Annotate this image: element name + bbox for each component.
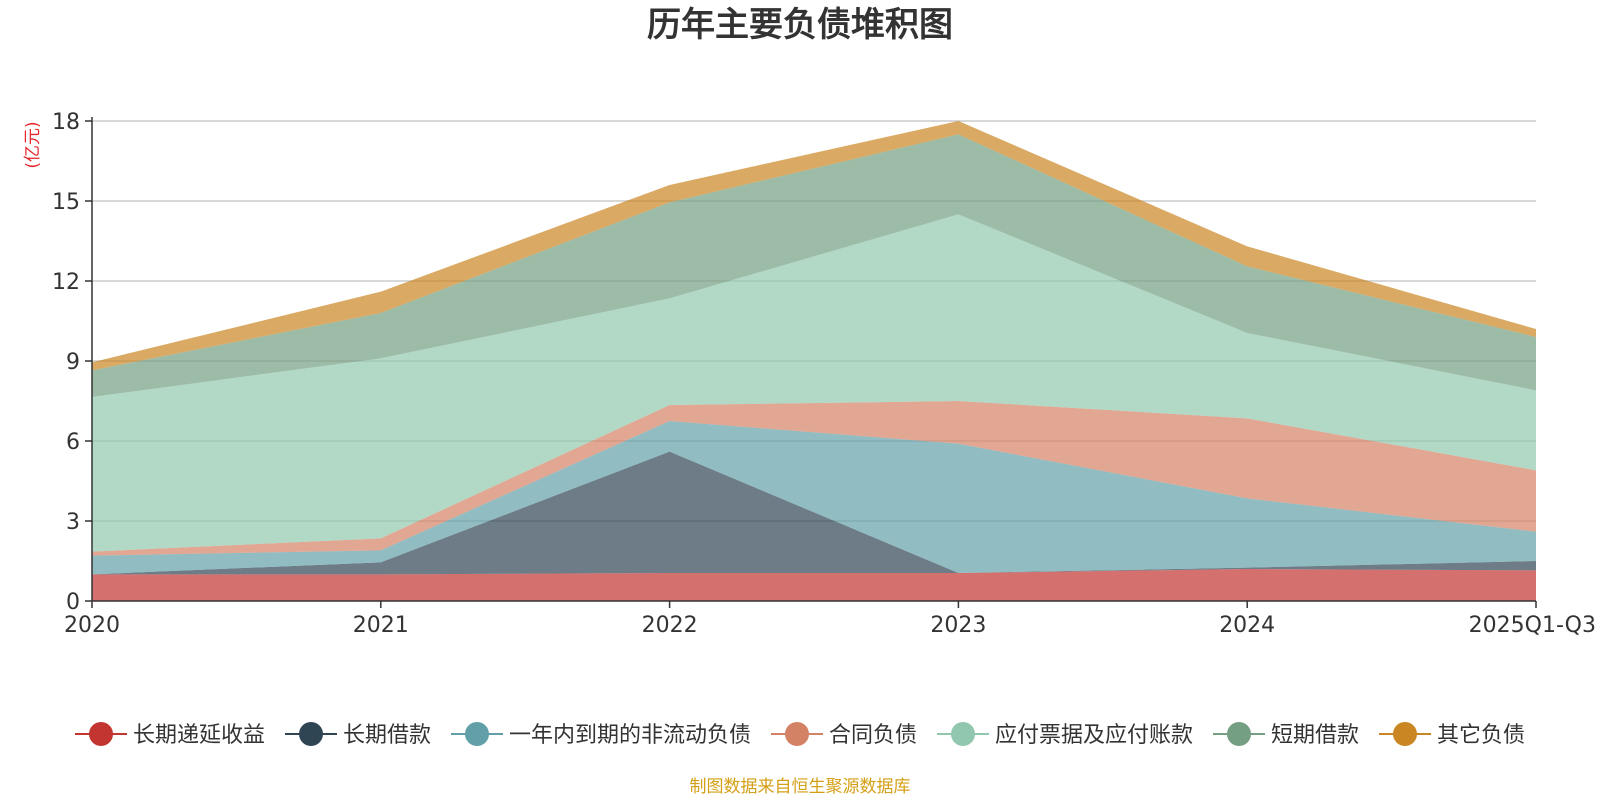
- x-tick-label: 2025Q1-Q3: [1469, 613, 1596, 638]
- x-tick-label: 2022: [642, 613, 698, 638]
- legend-label: 短期借款: [1271, 723, 1359, 748]
- area-series-2: [92, 451, 1536, 575]
- legend-circle-icon: [465, 722, 489, 746]
- y-tick-label: 6: [66, 430, 80, 455]
- legend-circle-icon: [785, 722, 809, 746]
- legend-circle-icon: [1393, 722, 1417, 746]
- legend-label: 应付票据及应付账款: [995, 723, 1193, 748]
- legend-circle-icon: [951, 722, 975, 746]
- legend-label: 合同负债: [829, 723, 917, 748]
- legend-item-6[interactable]: 短期借款: [1213, 722, 1359, 748]
- legend-item-4[interactable]: 合同负债: [771, 722, 917, 748]
- y-axis-unit-label: (亿元): [23, 121, 43, 168]
- legend-item-1[interactable]: 长期递延收益: [75, 722, 265, 748]
- area-series-4: [92, 401, 1536, 556]
- legend-circle-icon: [89, 722, 113, 746]
- legend-item-7[interactable]: 其它负债: [1379, 722, 1525, 748]
- area-series-1: [92, 569, 1536, 601]
- area-series-6: [92, 134, 1536, 398]
- x-tick-label: 2023: [930, 613, 986, 638]
- area-series-5: [92, 214, 1536, 552]
- axes: 0 3 6 9 12 15 18 2020 2021 2022 2023 2024 2025Q1-Q3: [52, 110, 1596, 638]
- area-series-layer: [92, 121, 1536, 601]
- legend-item-5[interactable]: 应付票据及应付账款: [937, 722, 1193, 748]
- legend-label: 长期递延收益: [133, 723, 265, 748]
- chart-title: 历年主要负债堆积图: [647, 5, 953, 45]
- y-tick-label: 12: [52, 270, 80, 295]
- area-series-3: [92, 421, 1536, 575]
- legend-circle-icon: [1227, 722, 1251, 746]
- y-tick-label: 18: [52, 110, 80, 135]
- x-tick-label: 2020: [64, 613, 120, 638]
- y-tick-label: 15: [52, 190, 80, 215]
- legend-label: 长期借款: [343, 723, 431, 748]
- y-tick-label: 3: [66, 510, 80, 535]
- data-source-note: 制图数据来自恒生聚源数据库: [690, 777, 911, 797]
- legend: 长期递延收益 长期借款 一年内到期的非流动负债 合同负债 应付票据及应付账款 短期借款 其它…: [75, 722, 1525, 748]
- legend-circle-icon: [299, 722, 323, 746]
- x-tick-label: 2021: [353, 613, 409, 638]
- legend-label: 其它负债: [1437, 723, 1525, 748]
- legend-item-2[interactable]: 长期借款: [285, 722, 431, 748]
- x-tick-label: 2024: [1219, 613, 1275, 638]
- legend-label: 一年内到期的非流动负债: [509, 723, 751, 748]
- legend-item-3[interactable]: 一年内到期的非流动负债: [451, 722, 751, 748]
- y-tick-label: 0: [66, 590, 80, 615]
- y-tick-label: 9: [66, 350, 80, 375]
